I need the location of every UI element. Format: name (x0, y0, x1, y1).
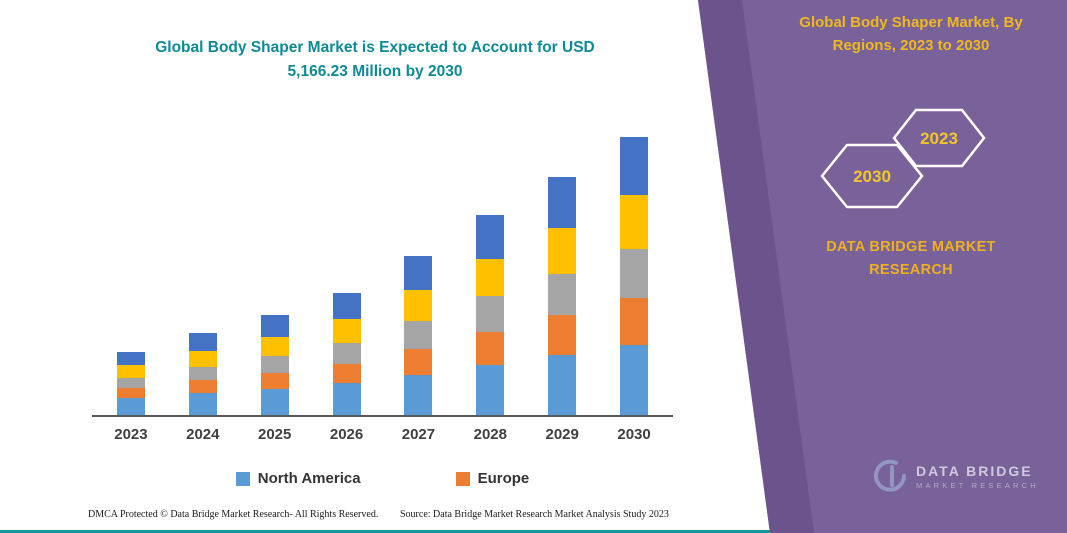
bar-2024 (188, 333, 217, 415)
segment-north-america-2023 (116, 398, 145, 415)
x-label-2024: 2024 (186, 426, 220, 443)
segment-europe-2028 (476, 332, 505, 366)
stacked-bar-chart (95, 133, 670, 415)
segment-europe-2025 (260, 373, 289, 390)
bar-2027 (404, 255, 433, 415)
segment-series-5-2023 (116, 352, 145, 366)
x-label-2028: 2028 (473, 426, 507, 443)
dbmr-logo-text-line1: DATA BRIDGE (916, 462, 1033, 479)
segment-series-3-2024 (188, 367, 217, 381)
segment-europe-2027 (404, 349, 433, 376)
segment-series-5-2028 (476, 214, 505, 259)
segment-series-3-2023 (116, 378, 145, 389)
segment-north-america-2024 (188, 393, 217, 415)
segment-series-5-2029 (548, 176, 577, 228)
segment-series-5-2025 (260, 315, 289, 338)
legend-swatch-europe (455, 471, 470, 486)
x-label-2030: 2030 (617, 426, 651, 443)
bar-2028 (476, 214, 505, 415)
bottom-accent-line (0, 530, 1067, 533)
segment-series-3-2026 (332, 343, 361, 365)
chart-legend: North America Europe (95, 470, 670, 487)
segment-europe-2029 (548, 315, 577, 356)
segment-north-america-2028 (476, 365, 505, 415)
chart-title-line1: Global Body Shaper Market is Expected to… (155, 39, 595, 56)
segment-north-america-2030 (620, 345, 649, 415)
bar-2030 (620, 137, 649, 415)
segment-series-4-2023 (116, 365, 145, 379)
hexagon-2030 (820, 143, 924, 209)
segment-europe-2024 (188, 380, 217, 394)
copyright-text: DMCA Protected © Data Bridge Market Rese… (88, 509, 379, 520)
x-label-2029: 2029 (545, 426, 579, 443)
legend-item-europe: Europe (455, 470, 530, 487)
hexagon-2030-label: 2030 (853, 167, 891, 186)
legend-item-north-america: North America (235, 470, 361, 487)
segment-series-4-2026 (332, 319, 361, 344)
segment-series-4-2028 (476, 258, 505, 297)
segment-europe-2026 (332, 364, 361, 384)
chart-title-line2: 5,166.23 Million by 2030 (287, 63, 463, 81)
segment-series-5-2030 (620, 137, 649, 195)
segment-europe-2023 (116, 388, 145, 399)
brand-name: DATA BRIDGE MARKET RESEARCH (775, 236, 1047, 282)
hexagon-years-graphic: 2030 2023 (820, 108, 986, 209)
segment-series-3-2025 (260, 356, 289, 374)
dbmr-logo-text: DATA BRIDGE MARKET RESEARCH (916, 463, 1039, 490)
bar-2029 (548, 176, 577, 415)
brand-line1: DATA BRIDGE MARKET (826, 239, 996, 255)
x-label-2023: 2023 (114, 426, 148, 443)
segment-series-4-2027 (404, 290, 433, 322)
segment-series-3-2027 (404, 321, 433, 350)
brand-line2: RESEARCH (869, 262, 953, 279)
segment-series-5-2026 (332, 293, 361, 320)
segment-series-4-2024 (188, 351, 217, 368)
source-text: Source: Data Bridge Market Research Mark… (400, 509, 669, 520)
dbmr-logo: DATA BRIDGE MARKET RESEARCH (872, 458, 1062, 494)
bar-2023 (116, 352, 145, 415)
segment-series-4-2029 (548, 227, 577, 274)
hexagon-2023-label: 2023 (920, 129, 958, 148)
x-label-2027: 2027 (401, 426, 436, 443)
x-axis-line (92, 415, 673, 417)
segment-north-america-2029 (548, 355, 577, 415)
panel-title: Global Body Shaper Market, By Regions, 2… (799, 14, 1023, 54)
dbmr-logo-icon (874, 459, 906, 492)
legend-label-europe: Europe (477, 470, 530, 487)
segment-series-3-2029 (548, 273, 577, 316)
segment-series-3-2030 (620, 248, 649, 299)
segment-series-4-2030 (620, 194, 649, 249)
dbmr-logo-text-line2: MARKET RESEARCH (916, 480, 1039, 490)
segment-north-america-2025 (260, 389, 289, 415)
x-label-2026: 2026 (329, 426, 364, 443)
bar-2025 (260, 315, 289, 415)
chart-title: Global Body Shaper Market is Expected to… (95, 36, 655, 84)
segment-series-4-2025 (260, 337, 289, 357)
legend-label-north-america: North America (257, 470, 361, 487)
segment-north-america-2026 (332, 383, 361, 415)
segment-series-5-2027 (404, 255, 433, 291)
segment-europe-2030 (620, 298, 649, 346)
x-axis-labels: 2023 2024 2025 2026 2027 2028 2029 2030 (95, 426, 670, 443)
segment-north-america-2027 (404, 375, 433, 415)
segment-series-3-2028 (476, 296, 505, 333)
segment-series-5-2024 (188, 333, 217, 352)
bar-2026 (332, 293, 361, 415)
hexagon-2023 (892, 108, 986, 168)
x-label-2025: 2025 (258, 426, 292, 443)
legend-swatch-north-america (235, 471, 250, 486)
